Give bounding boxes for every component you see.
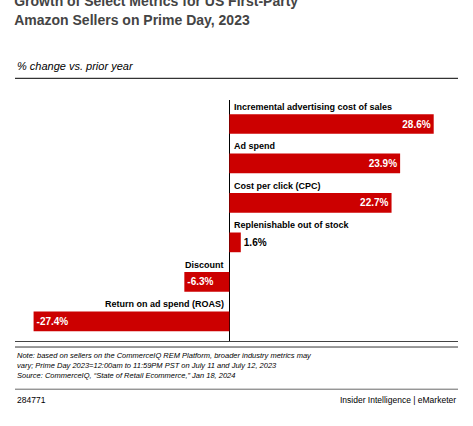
svg-text:23.9%: 23.9% [369,158,397,169]
svg-text:-6.3%: -6.3% [187,276,213,287]
svg-text:22.7%: 22.7% [360,197,388,208]
svg-text:Note: based on sellers on the: Note: based on sellers on the CommerceIQ… [17,351,312,380]
svg-text:-27.4%: -27.4% [37,316,69,327]
svg-text:Cost per click (CPC): Cost per click (CPC) [234,181,321,191]
svg-text:28.6%: 28.6% [402,119,430,130]
svg-text:284771: 284771 [17,395,46,405]
svg-text:Discount: Discount [185,260,224,270]
svg-text:1.6%: 1.6% [244,237,267,248]
svg-text:Incremental advertising cost o: Incremental advertising cost of sales [234,102,392,112]
svg-text:Replenishable out of stock: Replenishable out of stock [234,220,350,230]
svg-text:Ad spend: Ad spend [234,141,275,151]
svg-text:Growth of Select Metrics for U: Growth of Select Metrics for US First-Pa… [14,0,298,28]
svg-text:Insider Intelligence | eMarket: Insider Intelligence | eMarketer [340,395,456,405]
svg-text:Return on ad spend (ROAS): Return on ad spend (ROAS) [105,299,224,309]
svg-text:% change vs. prior year: % change vs. prior year [17,60,134,72]
